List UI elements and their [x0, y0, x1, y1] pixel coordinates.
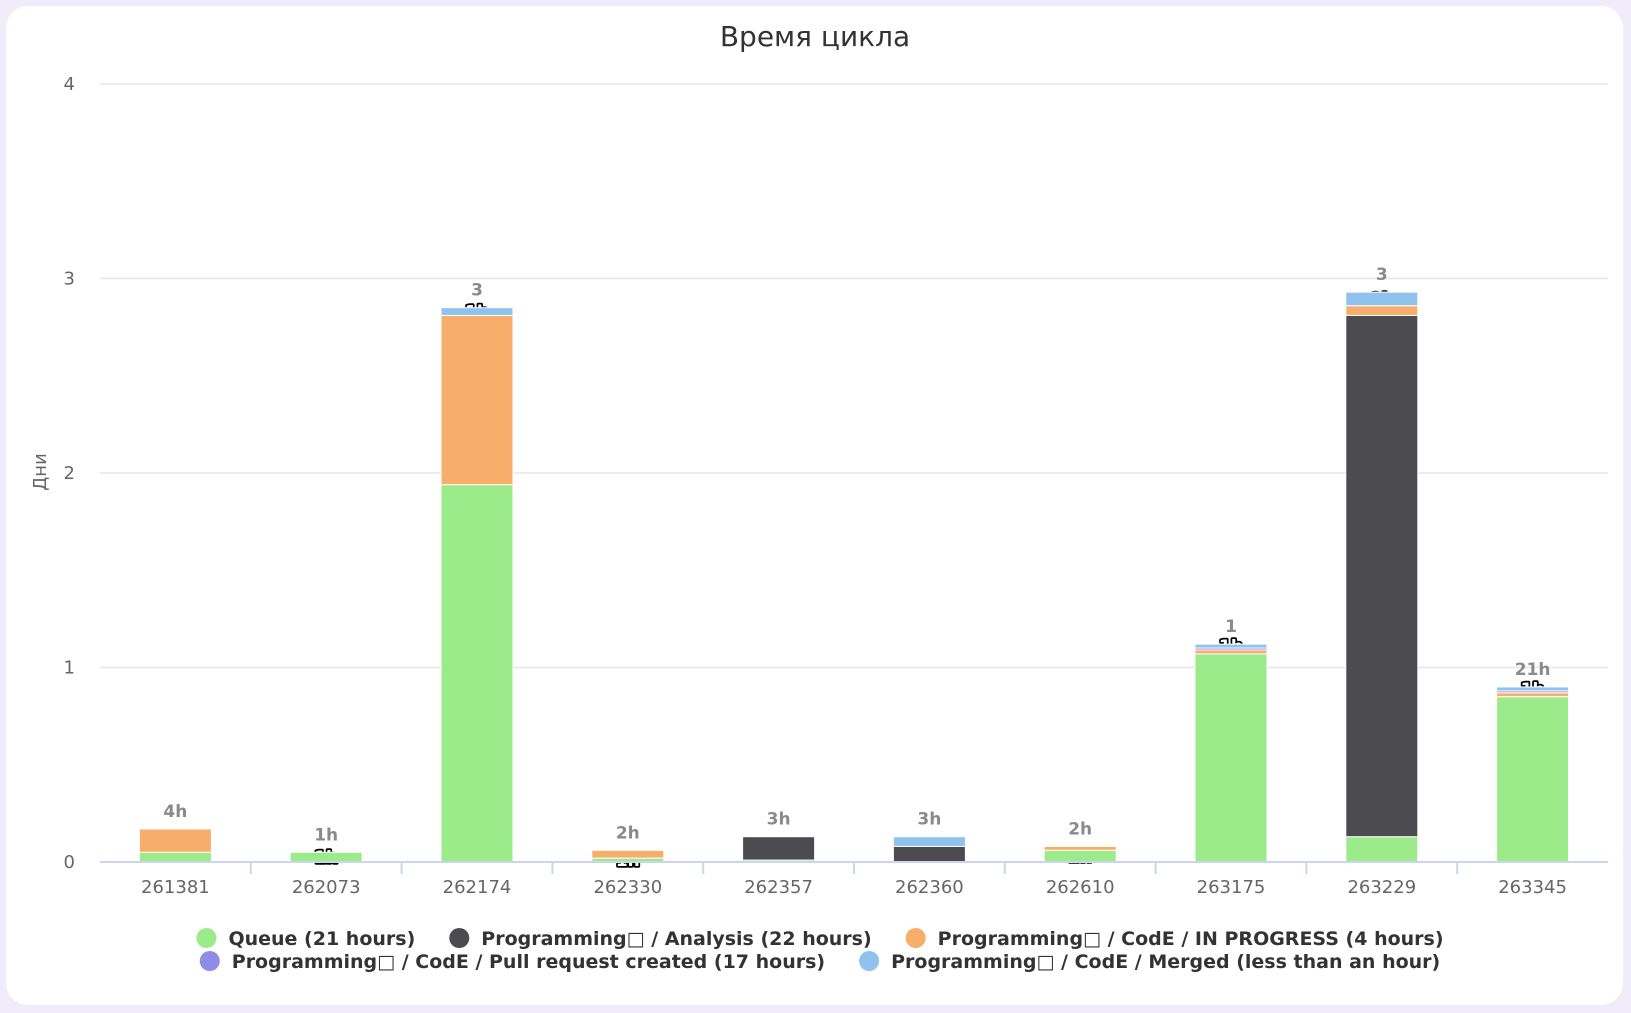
bar-segment: [138, 828, 212, 853]
x-tick-label: 262610: [1046, 877, 1115, 898]
legend-label: Programming□ / Analysis (22 hours): [481, 928, 871, 950]
legend-item[interactable]: Queue (21 hours): [196, 928, 415, 950]
bar-segment: [1043, 845, 1117, 851]
bar-segment: [742, 836, 816, 861]
bar-total-label: 2h: [616, 823, 640, 843]
x-tick-label: 261381: [141, 877, 210, 898]
x-tick-label: 262357: [744, 877, 813, 898]
legend: Queue (21 hours) Programming□ / Analysis …: [196, 928, 1444, 973]
legend-marker: [905, 928, 926, 948]
bars: 3h4h1h1h221h1h31h2h3h3h2h3h2h2h11h13h32h…: [138, 265, 1570, 873]
x-tick-label: 262330: [593, 877, 662, 898]
legend-label: Programming□ / CodE / IN PROGRESS (4 hou…: [938, 928, 1444, 950]
bar-segment: [892, 845, 966, 863]
bar-segment: [1194, 653, 1268, 863]
bar-total-label: 3: [1376, 265, 1388, 285]
x-axis: 261381 262073 262174 262330 262357 262360 2626…: [100, 861, 1608, 898]
bar-segment: [1496, 686, 1570, 692]
bar-total-label: 1h: [314, 825, 338, 845]
bar-segment: [1345, 314, 1419, 838]
bar-segment: [1194, 643, 1268, 649]
legend-label: Programming□ / CodE / Merged (less than …: [891, 951, 1440, 973]
bar-segment: [892, 836, 966, 847]
bar-total-label: 3h: [917, 810, 941, 830]
y-tick-label: 4: [64, 74, 75, 95]
legend-marker: [199, 951, 220, 971]
y-tick-label: 0: [64, 852, 75, 873]
bar-segment: [1194, 649, 1268, 655]
x-tick-label: 263345: [1498, 877, 1567, 898]
bar-segment: [1043, 849, 1117, 863]
legend-label: Queue (21 hours): [228, 928, 415, 950]
bar-total-label: 3h: [767, 810, 791, 830]
x-tick-label: 262073: [292, 877, 361, 898]
bar-total-label: 3: [471, 281, 483, 301]
bar-segment: [1496, 696, 1570, 863]
y-tick-label: 3: [64, 269, 75, 290]
bar-segment: [591, 849, 665, 859]
bar-segment: [440, 307, 514, 316]
bar-segment: [1345, 836, 1419, 863]
x-tick-label: 262174: [443, 877, 512, 898]
bar-segment: [440, 484, 514, 863]
bar-segment: [1496, 692, 1570, 698]
chart-title: Время цикла: [720, 20, 910, 53]
legend-item[interactable]: Programming□ / Analysis (22 hours): [449, 928, 872, 950]
y-tick-label: 2: [64, 463, 75, 484]
bar-total-label: 2h: [1068, 819, 1092, 839]
bar-segment: [138, 851, 212, 863]
legend-item[interactable]: Programming□ / CodE / Pull request creat…: [199, 951, 825, 973]
legend-item[interactable]: Programming□ / CodE / IN PROGRESS (4 hou…: [905, 928, 1444, 950]
x-tick-label: 263229: [1347, 877, 1416, 898]
y-axis-label: Дни: [30, 453, 51, 491]
x-tick-label: 262360: [895, 877, 964, 898]
x-tick-label: 263175: [1197, 877, 1266, 898]
y-axis-ticks: 0 1 2 3 4: [64, 74, 75, 873]
bar-segment: [289, 851, 363, 863]
legend-marker: [449, 928, 470, 948]
data-labels: 3h4h1h1h221h1h31h2h3h3h2h3h2h2h11h13h32h…: [162, 265, 1553, 873]
bar-segment: [1345, 291, 1419, 307]
legend-label: Programming□ / CodE / Pull request creat…: [232, 951, 825, 973]
bar-total-label: 21h: [1515, 660, 1551, 680]
y-tick-label: 1: [64, 658, 75, 679]
legend-marker: [196, 928, 217, 948]
bar-total-label: 1: [1225, 617, 1237, 637]
bar-segment: [440, 314, 514, 486]
bar-segment: [1345, 305, 1419, 316]
legend-marker: [859, 951, 880, 971]
bar-total-label: 4h: [163, 802, 187, 822]
legend-item[interactable]: Programming□ / CodE / Merged (less than …: [859, 951, 1440, 973]
